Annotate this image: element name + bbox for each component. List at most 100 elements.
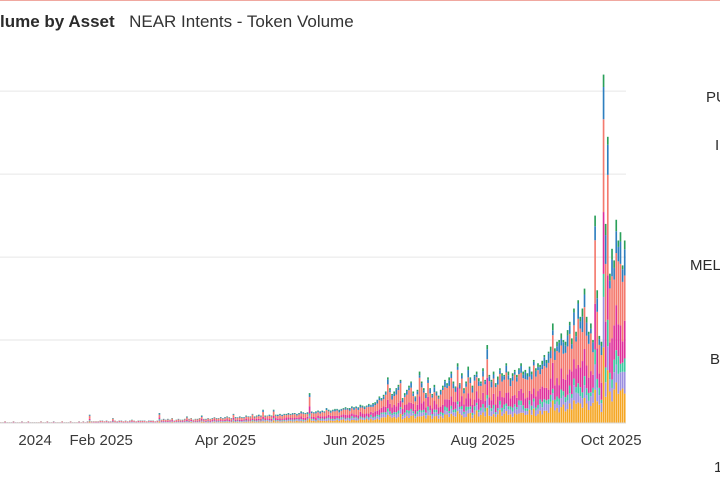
bar-segment-7 xyxy=(351,406,353,407)
bar-segment-4 xyxy=(376,410,379,415)
bar-segment-1 xyxy=(325,421,328,423)
bar-segment-5 xyxy=(361,407,364,414)
bar-segment-1 xyxy=(543,410,546,423)
bar-segment-2 xyxy=(579,396,582,404)
bar-segment-2 xyxy=(306,419,309,421)
bar-segment-3 xyxy=(351,416,353,418)
bar-segment-5 xyxy=(575,341,577,369)
bar-segment-5 xyxy=(90,421,93,423)
bar-segment-4 xyxy=(484,401,486,408)
bar-segment-1 xyxy=(524,415,527,423)
bar-segment-2 xyxy=(277,420,279,422)
bar-day-221 xyxy=(465,381,467,423)
bar-segment-1 xyxy=(477,416,480,423)
bar-day-242 xyxy=(509,378,512,423)
bar-segment-2 xyxy=(486,398,489,408)
bar-segment-6 xyxy=(336,409,338,411)
bar-segment-7 xyxy=(509,378,512,380)
bar-segment-5 xyxy=(577,318,580,365)
bar-segment-5 xyxy=(551,335,554,363)
bar-segment-2 xyxy=(465,410,467,418)
bar-day-207 xyxy=(435,391,438,423)
bar-segment-4 xyxy=(384,406,387,413)
bar-segment-4 xyxy=(511,395,514,408)
bar-segment-6 xyxy=(473,376,476,381)
bar-segment-2 xyxy=(429,411,431,416)
bar-segment-4 xyxy=(171,420,173,422)
bar-segment-6 xyxy=(509,379,512,387)
bar-segment-3 xyxy=(408,410,410,414)
bar-segment-7 xyxy=(621,265,624,270)
bar-segment-1 xyxy=(600,411,603,423)
bar-segment-6 xyxy=(530,374,533,380)
bar-segment-7 xyxy=(496,376,499,380)
bar-segment-2 xyxy=(344,419,347,421)
bar-day-134 xyxy=(281,414,283,423)
bar-segment-4 xyxy=(232,417,235,420)
bar-segment-6 xyxy=(317,411,319,413)
bar-segment-3 xyxy=(425,412,427,416)
bar-segment-6 xyxy=(393,393,396,396)
bar-segment-6 xyxy=(219,417,222,419)
bar-segment-6 xyxy=(537,366,539,371)
bar-segment-4 xyxy=(88,418,91,421)
bar-segment-1 xyxy=(372,420,374,423)
bar-day-251 xyxy=(528,366,531,423)
bar-day-244 xyxy=(513,369,516,423)
bar-segment-7 xyxy=(461,373,463,376)
bar-segment-2 xyxy=(442,415,444,419)
bar-segment-1 xyxy=(395,418,398,423)
bar-segment-6 xyxy=(439,390,442,395)
bar-day-294 xyxy=(619,232,622,423)
bar-segment-4 xyxy=(448,399,450,412)
bar-segment-4 xyxy=(461,396,463,407)
bar-segment-7 xyxy=(454,386,457,388)
bar-segment-3 xyxy=(465,406,467,411)
bar-segment-4 xyxy=(164,421,167,422)
bar-segment-7 xyxy=(562,340,565,343)
bar-segment-6 xyxy=(467,370,470,378)
bar-segment-5 xyxy=(118,420,121,422)
bar-segment-7 xyxy=(488,374,491,377)
bar-segment-2 xyxy=(359,417,362,420)
bar-segment-3 xyxy=(535,407,537,411)
bar-segment-2 xyxy=(501,411,503,416)
bar-segment-3 xyxy=(606,319,609,347)
bar-segment-5 xyxy=(429,393,431,406)
bar-day-164 xyxy=(344,407,347,423)
bar-segment-6 xyxy=(454,387,457,392)
bar-segment-4 xyxy=(526,397,529,409)
bar-segment-5 xyxy=(131,420,133,422)
bar-segment-1 xyxy=(418,416,421,423)
bar-segment-5 xyxy=(236,417,239,420)
bar-segment-4 xyxy=(192,421,195,422)
bar-segment-4 xyxy=(274,418,277,421)
bar-segment-5 xyxy=(207,418,209,421)
bar-segment-4 xyxy=(501,397,503,408)
bar-segment-2 xyxy=(609,379,611,392)
bar-segment-1 xyxy=(200,421,203,423)
bar-segment-4 xyxy=(412,403,415,412)
bar-segment-7 xyxy=(361,405,364,407)
bar-segment-3 xyxy=(611,379,613,388)
bar-segment-1 xyxy=(304,421,307,423)
bar-segment-7 xyxy=(617,240,620,247)
bar-day-290 xyxy=(611,248,613,423)
bar-segment-1 xyxy=(351,420,353,423)
bar-segment-3 xyxy=(537,404,539,409)
bar-segment-6 xyxy=(408,387,410,391)
bar-segment-5 xyxy=(596,311,599,349)
bar-segment-6 xyxy=(298,413,300,415)
bar-segment-3 xyxy=(431,414,434,416)
bar-day-85 xyxy=(177,418,180,423)
bar-segment-5 xyxy=(266,416,269,419)
bar-segment-5 xyxy=(281,416,283,420)
bar-segment-1 xyxy=(219,421,222,423)
bar-segment-3 xyxy=(562,391,565,396)
bar-segment-2 xyxy=(406,412,408,417)
bar-segment-5 xyxy=(562,353,565,379)
bar-day-256 xyxy=(539,364,541,423)
bar-segment-5 xyxy=(524,379,527,399)
bar-segment-4 xyxy=(558,385,560,399)
bar-segment-5 xyxy=(420,387,423,404)
